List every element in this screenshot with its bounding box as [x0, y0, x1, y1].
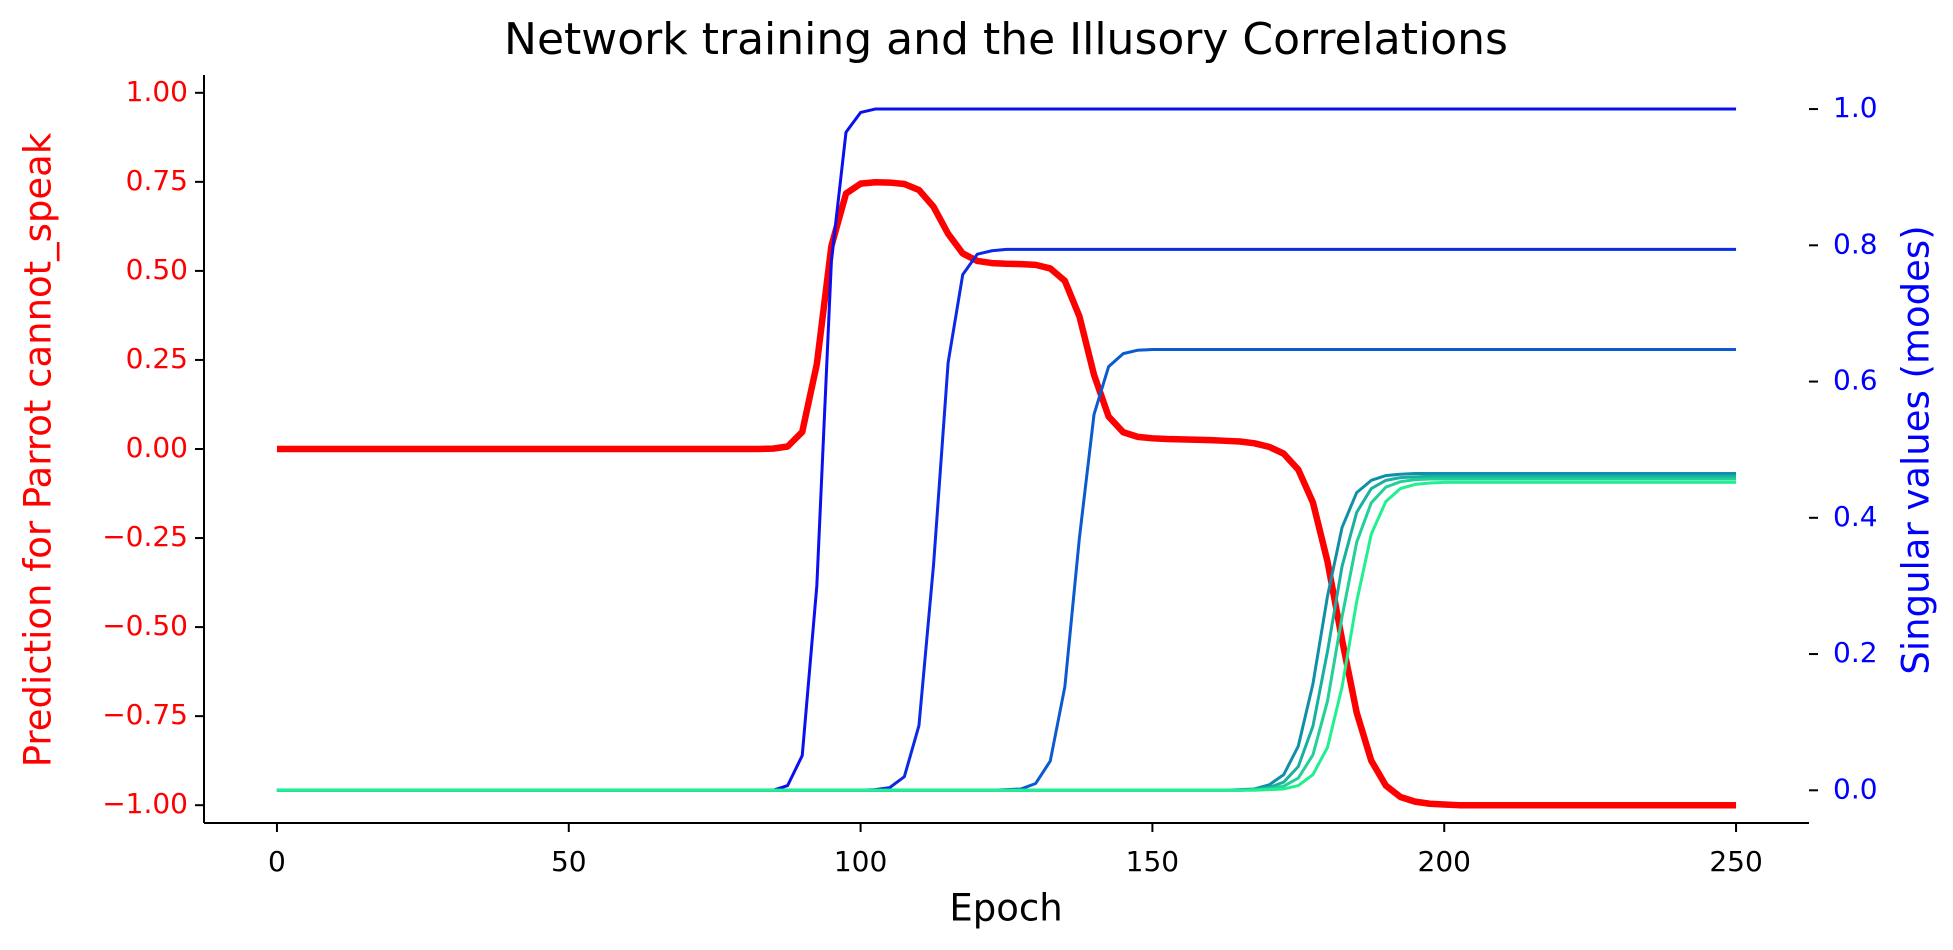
y-tick-label: 0.25 — [126, 342, 188, 375]
x-tick-label: 50 — [551, 845, 587, 878]
y2-tick-label: 0.8 — [1833, 227, 1878, 260]
y2-tick-label: 0.4 — [1833, 500, 1878, 533]
y2-axis-label: Singular values (modes) — [1895, 225, 1938, 674]
y2-tick-label: 0.6 — [1833, 364, 1878, 397]
x-tick-label: 150 — [1126, 845, 1179, 878]
series-line — [276, 472, 1737, 792]
series-line — [276, 247, 1737, 792]
y-tick-label: 0.50 — [126, 253, 188, 286]
y-tick-label: 0.00 — [126, 431, 188, 464]
y-axis-label: Prediction for Parrot cannot_speak — [17, 132, 60, 767]
y-tick-label: 0.75 — [126, 164, 188, 197]
series-line — [276, 477, 1737, 792]
y-tick-label: −1.00 — [102, 787, 188, 820]
x-tick-label: 0 — [268, 845, 286, 878]
series-line — [276, 474, 1737, 792]
y-tick-label: 1.00 — [126, 75, 188, 108]
y2-tick-label: 1.0 — [1833, 91, 1878, 124]
y-tick-label: −0.75 — [102, 698, 188, 731]
y-tick-label: −0.25 — [102, 520, 188, 553]
x-tick-label: 250 — [1709, 845, 1762, 878]
series-line — [276, 178, 1737, 809]
series-line — [276, 480, 1737, 792]
y-tick-label: −0.50 — [102, 609, 188, 642]
chart-title: Network training and the Illusory Correl… — [504, 14, 1508, 65]
x-tick-label: 200 — [1418, 845, 1471, 878]
y2-tick-label: 0.0 — [1833, 772, 1878, 805]
x-axis-label: Epoch — [949, 887, 1062, 930]
y2-tick-label: 0.2 — [1833, 636, 1878, 669]
series-line — [276, 348, 1737, 792]
x-tick-label: 100 — [834, 845, 887, 878]
